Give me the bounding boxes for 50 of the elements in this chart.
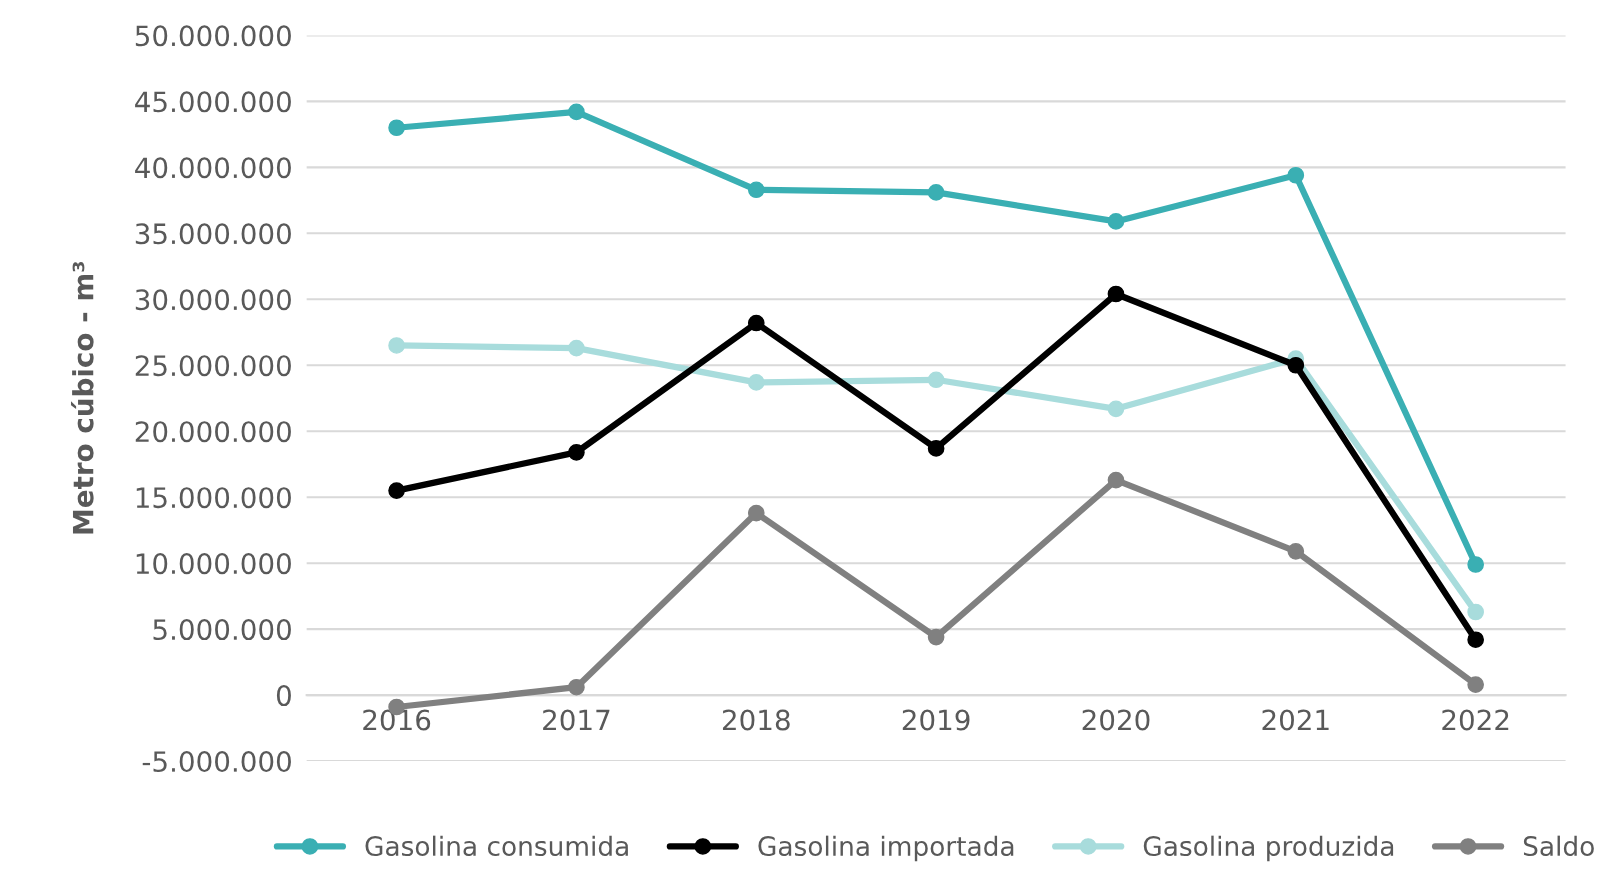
y-tick-label: 50.000.000 — [135, 25, 291, 47]
point — [747, 181, 765, 199]
point — [1107, 213, 1125, 230]
y-tick-label: 5.000.000 — [153, 619, 291, 641]
point — [927, 440, 945, 457]
point — [927, 371, 945, 389]
point — [1107, 285, 1125, 303]
y-tick-label: 20.000.000 — [135, 421, 291, 443]
point — [1467, 603, 1484, 621]
x-tick-label: 2017 — [543, 709, 610, 731]
point — [1467, 676, 1484, 693]
point — [747, 374, 765, 391]
point — [568, 444, 585, 461]
x-tick-label: 2019 — [902, 709, 970, 731]
point — [388, 337, 405, 354]
legend-label: Gasolina consumida — [365, 835, 628, 857]
point — [1287, 542, 1305, 560]
y-tick-label: 30.000.000 — [135, 289, 291, 311]
point — [1467, 556, 1484, 573]
legend-label: Gasolina produzida — [1143, 835, 1394, 862]
point — [1287, 356, 1305, 374]
y-tick-label: -5.000.000 — [142, 751, 291, 773]
legend-label: Saldo — [1523, 835, 1594, 857]
x-tick-label: 2022 — [1442, 709, 1509, 731]
x-tick-label: 2018 — [722, 709, 790, 731]
y-tick-label: 0 — [276, 685, 291, 707]
point — [388, 482, 405, 499]
point — [568, 678, 585, 696]
point — [388, 119, 405, 137]
point — [927, 628, 945, 646]
point — [1467, 631, 1484, 649]
point — [1107, 400, 1125, 418]
y-tick-label: 45.000.000 — [135, 91, 291, 113]
y-tick-label: 10.000.000 — [136, 553, 291, 575]
point — [747, 314, 765, 332]
legend-label: Gasolina importada — [758, 835, 1014, 862]
y-tick-label: 40.000.000 — [135, 157, 291, 179]
point — [568, 103, 585, 121]
point — [568, 339, 585, 357]
point — [1287, 166, 1305, 184]
y-tick-label: 35.000.000 — [135, 223, 291, 245]
y-tick-label: 25.000.000 — [135, 355, 291, 377]
point — [747, 504, 765, 522]
point — [927, 184, 945, 201]
point — [1107, 471, 1125, 489]
x-tick-label: 2016 — [363, 709, 431, 731]
x-tick-label: 2020 — [1082, 709, 1150, 731]
y-tick-label: 15.000.000 — [136, 487, 291, 509]
y-axis-title: Metro cúbico - m³ — [71, 262, 94, 534]
x-tick-label: 2021 — [1262, 709, 1329, 731]
